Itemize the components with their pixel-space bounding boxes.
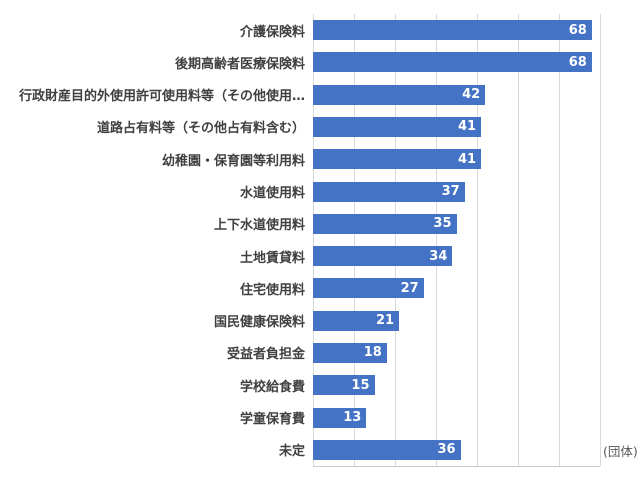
bar-row: 後期高齢者医療保険料 68	[0, 46, 600, 78]
unit-label: (団体)	[603, 444, 638, 459]
bar-track: 21	[313, 310, 600, 331]
bar-track: 37	[313, 181, 600, 202]
bar-track: 35	[313, 213, 600, 234]
chart-rows: 介護保険料 68 後期高齢者医療保険料 68 行政財産目的外使用許可使用料等（その他使用…	[0, 14, 600, 466]
gridline	[395, 14, 396, 466]
bar-row: 介護保険料 68	[0, 14, 600, 46]
category-label: 受益者負担金	[0, 343, 313, 362]
bar-track: 36	[313, 439, 600, 460]
gridline	[354, 14, 355, 466]
bar: 68	[313, 52, 592, 73]
value-label: 42	[462, 87, 481, 103]
bar-track: 13	[313, 407, 600, 428]
bar-row: 学校給食費 15	[0, 369, 600, 401]
value-label: 37	[441, 184, 460, 200]
bar: 34	[313, 246, 453, 267]
category-label: 水道使用料	[0, 182, 313, 201]
category-label-text: 幼稚園・保育園等利用料	[161, 153, 305, 169]
category-label: 学校給食費	[0, 376, 313, 395]
bar: 68	[313, 20, 592, 41]
category-label: 住宅使用料	[0, 279, 313, 298]
bar-row: 受益者負担金 18	[0, 337, 600, 369]
value-label: 36	[437, 442, 456, 458]
category-label: 後期高齢者医療保険料	[0, 53, 313, 72]
category-label: 上下水道使用料	[0, 214, 313, 233]
bar-row: 上下水道使用料 35	[0, 208, 600, 240]
bar-track: 41	[313, 149, 600, 170]
bar: 18	[313, 342, 387, 363]
category-label-text: 未定	[278, 444, 305, 460]
value-label: 68	[568, 54, 587, 70]
bar-row: 行政財産目的外使用許可使用料等（その他使用… 42	[0, 79, 600, 111]
category-label: 介護保険料	[0, 21, 313, 40]
bar: 41	[313, 116, 482, 137]
category-label-text: 住宅使用料	[239, 282, 305, 298]
value-label: 41	[458, 151, 477, 167]
category-label: 学童保育費	[0, 408, 313, 427]
category-label: 幼稚園・保育園等利用料	[0, 150, 313, 169]
bar-row: 土地賃貸料 34	[0, 240, 600, 272]
category-label: 行政財産目的外使用許可使用料等（その他使用…	[0, 85, 313, 104]
category-label-text: 学童保育費	[239, 412, 305, 428]
value-label: 34	[429, 248, 448, 264]
value-label: 21	[376, 313, 395, 329]
category-label-text: 介護保険料	[239, 24, 305, 40]
category-label: 未定	[0, 440, 313, 459]
bar: 42	[313, 84, 486, 105]
category-label-text: 水道使用料	[239, 186, 305, 202]
gridline	[477, 14, 478, 466]
gridline	[313, 14, 314, 466]
category-label-text: 道路占有料等（その他占有料含む）	[96, 121, 305, 137]
bar-row: 水道使用料 37	[0, 175, 600, 207]
category-label: 土地賃貸料	[0, 247, 313, 266]
bar: 37	[313, 181, 465, 202]
category-label-text: 受益者負担金	[226, 347, 305, 363]
bar-row: 住宅使用料 27	[0, 272, 600, 304]
bar-row: 国民健康保険料 21	[0, 305, 600, 337]
bar: 27	[313, 278, 424, 299]
bar-track: 68	[313, 52, 600, 73]
bar-row: 幼稚園・保育園等利用料 41	[0, 143, 600, 175]
category-label: 道路占有料等（その他占有料含む）	[0, 117, 313, 136]
plot-area	[313, 14, 601, 467]
gridline	[518, 14, 519, 466]
gridline	[436, 14, 437, 466]
bar-track: 18	[313, 342, 600, 363]
gridline	[600, 14, 601, 466]
bar-row: 学童保育費 13	[0, 401, 600, 433]
gridline	[559, 14, 560, 466]
bar-track: 41	[313, 116, 600, 137]
value-label: 41	[458, 119, 477, 135]
category-label-text: 土地賃貸料	[239, 250, 305, 266]
category-label-text: 国民健康保険料	[213, 315, 305, 331]
bar: 41	[313, 149, 482, 170]
bar: 21	[313, 310, 400, 331]
bar: 13	[313, 407, 367, 428]
value-label: 35	[433, 216, 452, 232]
bar-track: 34	[313, 246, 600, 267]
value-label: 27	[400, 280, 419, 296]
bar: 36	[313, 439, 461, 460]
value-label: 13	[343, 410, 362, 426]
bar-track: 68	[313, 20, 600, 41]
bar: 35	[313, 213, 457, 234]
category-label-text: 上下水道使用料	[213, 218, 305, 234]
value-label: 68	[568, 22, 587, 38]
bar-track: 27	[313, 278, 600, 299]
category-label-text: 学校給食費	[239, 379, 305, 395]
bar: 15	[313, 375, 375, 396]
category-label-text: 行政財産目的外使用許可使用料等（その他使用…	[18, 89, 305, 105]
bar-row: 未定 36	[0, 434, 600, 466]
value-label: 18	[363, 345, 382, 361]
value-label: 15	[351, 377, 370, 393]
bar-row: 道路占有料等（その他占有料含む） 41	[0, 111, 600, 143]
category-label: 国民健康保険料	[0, 311, 313, 330]
bar-track: 42	[313, 84, 600, 105]
category-label-text: 後期高齢者医療保険料	[174, 56, 305, 72]
bar-track: 15	[313, 375, 600, 396]
